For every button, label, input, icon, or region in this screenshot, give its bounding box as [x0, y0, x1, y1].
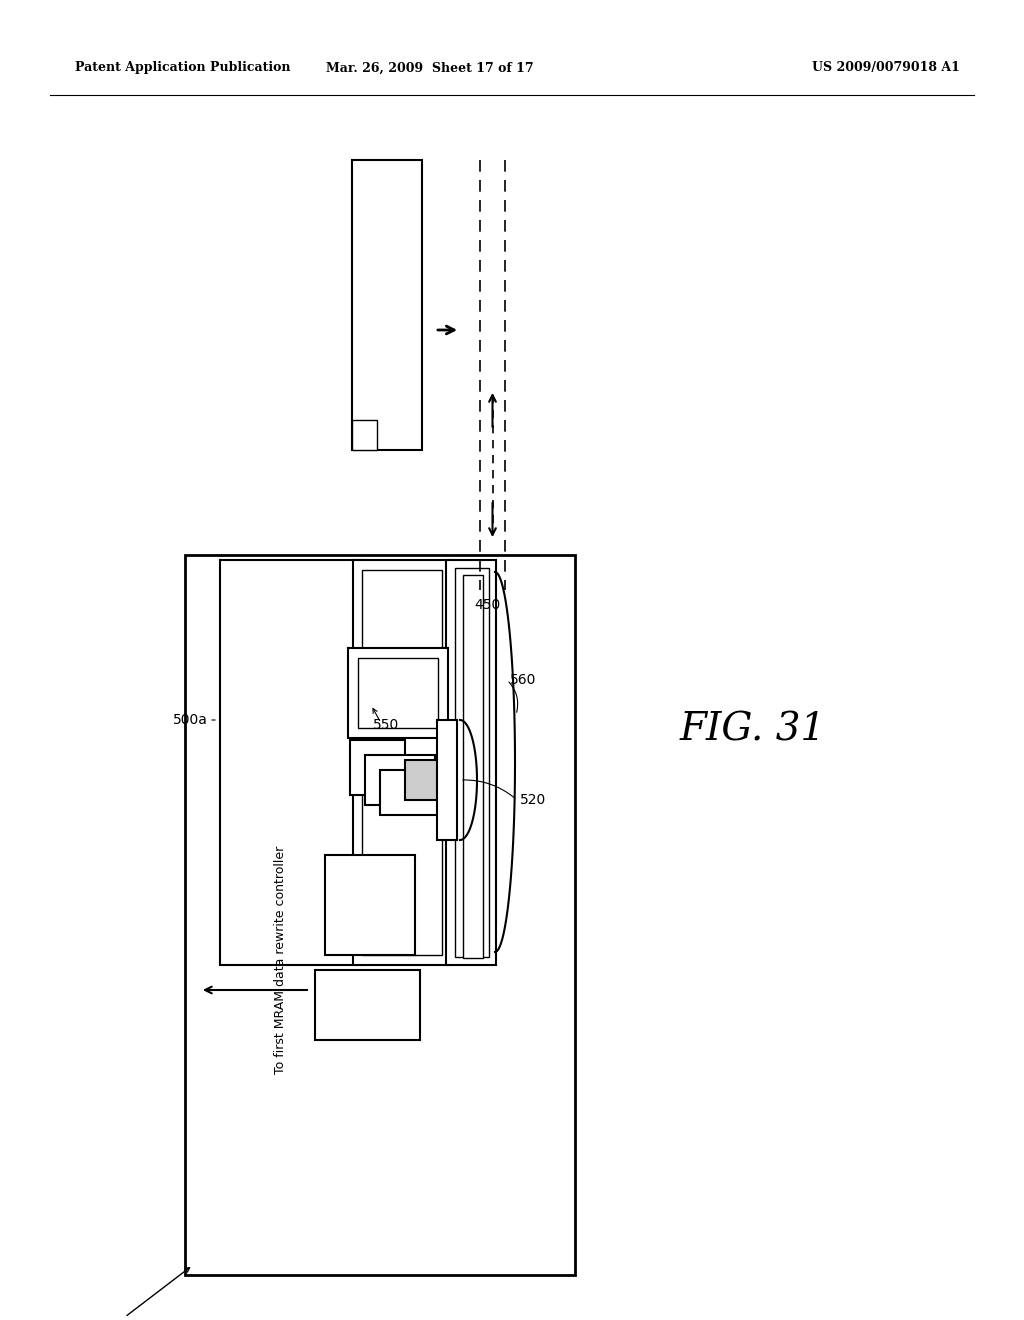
Bar: [315, 970, 420, 1040]
Text: FIG. 31: FIG. 31: [680, 711, 826, 748]
Bar: [437, 719, 457, 840]
Bar: [350, 741, 406, 795]
Text: 500: 500: [98, 1267, 189, 1320]
Bar: [362, 570, 442, 954]
Bar: [463, 576, 483, 958]
Text: 500a: 500a: [173, 713, 208, 727]
Bar: [352, 160, 422, 450]
Bar: [380, 770, 455, 814]
Text: 450: 450: [474, 598, 501, 612]
Bar: [353, 560, 451, 965]
Bar: [185, 554, 575, 1275]
Bar: [358, 657, 438, 729]
Text: 520: 520: [520, 793, 546, 807]
Bar: [446, 560, 496, 965]
Bar: [348, 648, 449, 738]
Text: 560: 560: [510, 673, 537, 686]
Bar: [220, 560, 365, 965]
Text: To first MRAM data rewrite controller: To first MRAM data rewrite controller: [273, 846, 287, 1074]
Bar: [352, 420, 377, 450]
Text: US 2009/0079018 A1: US 2009/0079018 A1: [812, 62, 961, 74]
Text: Patent Application Publication: Patent Application Publication: [75, 62, 291, 74]
Bar: [365, 755, 435, 805]
Text: Mar. 26, 2009  Sheet 17 of 17: Mar. 26, 2009 Sheet 17 of 17: [327, 62, 534, 74]
Text: 550: 550: [373, 718, 399, 733]
Bar: [455, 568, 489, 957]
Bar: [406, 760, 455, 800]
Bar: [325, 855, 415, 954]
